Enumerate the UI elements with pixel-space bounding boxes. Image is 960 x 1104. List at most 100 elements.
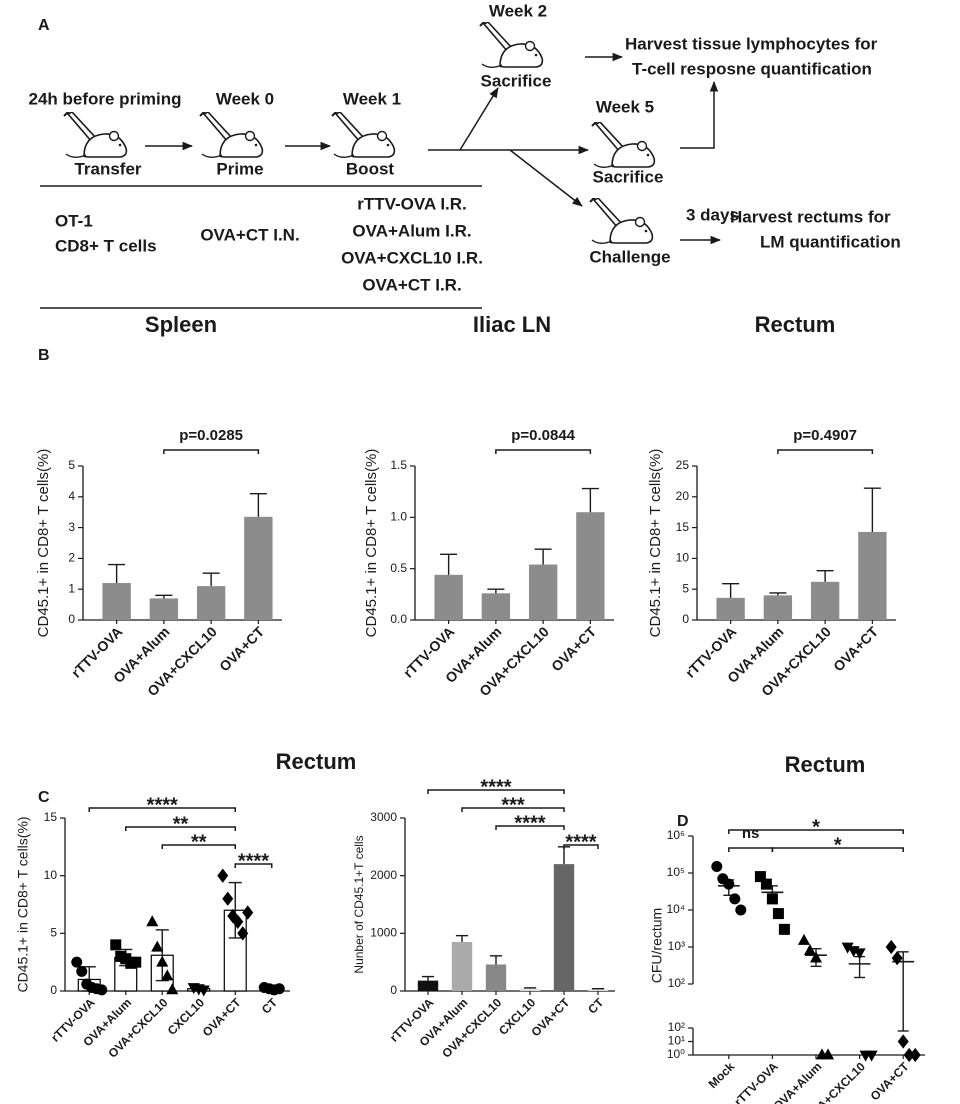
x-tick-label: CT xyxy=(259,995,281,1017)
data-point xyxy=(232,914,244,929)
significance-bracket xyxy=(495,825,565,830)
schematic: 24h before priming Transfer Week 0 Prime… xyxy=(28,1,901,309)
y-axis-label: CD45.1+ in CD8+ T cells(%) xyxy=(363,449,380,638)
significance-label: ** xyxy=(191,831,207,853)
data-point xyxy=(909,1047,921,1063)
significance-bracket xyxy=(495,449,592,454)
y-tick-label: 20 xyxy=(676,489,690,503)
data-point xyxy=(76,965,88,977)
data-point xyxy=(197,985,210,997)
significance-label: **** xyxy=(514,812,545,834)
y-tick-label: 10³ xyxy=(668,939,685,953)
chart-title: Iliac LN xyxy=(473,312,551,337)
y-tick-label: 5 xyxy=(682,581,689,595)
data-point xyxy=(797,933,811,945)
y-tick-label: 10 xyxy=(44,868,58,882)
significance-label: **** xyxy=(480,776,511,798)
y-axis-label: CD45.1+ in CD8+ T cells(%) xyxy=(35,449,52,638)
time-label: 24h before priming xyxy=(28,89,181,108)
treatment-text: CD8+ T cells xyxy=(55,236,157,255)
y-tick-label: 1000 xyxy=(370,926,397,940)
data-point xyxy=(273,983,285,995)
y-tick-label: 3 xyxy=(68,520,75,534)
y-tick-label: 0 xyxy=(390,983,397,997)
data-point xyxy=(71,956,83,968)
significance-bracket xyxy=(163,449,260,454)
data-point xyxy=(723,878,735,890)
treatment-text: OVA+CXCL10 I.R. xyxy=(341,248,483,267)
data-point xyxy=(237,926,249,941)
data-point xyxy=(130,956,142,968)
time-label: 3 days xyxy=(686,205,739,224)
x-tick-label: OVA+CT xyxy=(548,623,599,674)
data-point xyxy=(885,939,897,955)
mouse-icon xyxy=(63,112,128,159)
significance-label: **** xyxy=(565,831,596,853)
data-point xyxy=(772,908,784,920)
mouse-icon xyxy=(199,112,264,159)
treatment-text: OVA+Alum I.R. xyxy=(352,221,471,240)
data-point xyxy=(222,891,234,906)
y-tick-label: 4 xyxy=(68,489,75,503)
data-point xyxy=(711,860,723,872)
y-tick-label: 0.5 xyxy=(390,561,407,575)
data-point xyxy=(146,915,159,927)
significance-label: ** xyxy=(173,813,189,835)
time-label: Week 2 xyxy=(489,1,547,20)
bar xyxy=(587,989,609,991)
event-label: Sacrifice xyxy=(593,167,664,186)
bar xyxy=(485,964,507,991)
significance-bracket xyxy=(728,829,904,834)
x-tick-label: CT xyxy=(585,995,607,1017)
data-point xyxy=(217,868,229,883)
event-label: Prime xyxy=(216,159,263,178)
y-tick-label: 15 xyxy=(676,520,690,534)
bar xyxy=(451,941,473,991)
data-point xyxy=(242,905,254,920)
arrow xyxy=(509,149,583,207)
significance-bracket xyxy=(161,844,236,849)
significance-bracket xyxy=(461,807,565,812)
y-tick-label: 10² xyxy=(668,1020,685,1034)
y-tick-label: 5 xyxy=(50,926,57,940)
chart-title: Rectum xyxy=(276,749,357,774)
y-tick-label: 25 xyxy=(676,458,690,472)
data-point xyxy=(754,871,766,883)
chart-title: Rectum xyxy=(755,312,836,337)
significance-bracket xyxy=(88,807,236,812)
y-tick-label: 10⁴ xyxy=(666,902,685,916)
y-tick-label: 3000 xyxy=(370,810,397,824)
arrow xyxy=(680,80,719,149)
significance-label: **** xyxy=(147,794,178,816)
arrow xyxy=(459,87,499,151)
bar xyxy=(528,564,558,620)
y-tick-label: 5 xyxy=(68,458,75,472)
significance-bracket xyxy=(563,844,599,849)
y-tick-label: 0.0 xyxy=(390,612,407,626)
data-point xyxy=(760,878,772,890)
bar xyxy=(553,864,575,991)
outcome-text: T-cell resposne quantification xyxy=(632,59,872,78)
significance-label: ns xyxy=(742,825,760,842)
mouse-icon xyxy=(589,198,654,245)
y-axis-label: Nunber of CD45.1+T cells xyxy=(352,835,366,973)
outcome-text: LM quantification xyxy=(760,232,901,251)
data-point xyxy=(166,983,179,995)
panel-label: C xyxy=(38,789,50,806)
bar xyxy=(810,581,840,620)
data-point xyxy=(156,955,169,967)
data-point xyxy=(110,939,122,951)
y-tick-label: 10⁰ xyxy=(667,1047,685,1061)
data-point xyxy=(151,940,164,952)
data-point xyxy=(841,942,854,954)
data-point xyxy=(735,904,747,916)
bar xyxy=(858,531,887,620)
panel-label: B xyxy=(38,347,50,364)
treatment-text: rTTV-OVA I.R. xyxy=(357,194,467,213)
significance-bracket xyxy=(777,449,874,454)
data-point xyxy=(853,948,866,960)
y-tick-label: 2000 xyxy=(370,868,397,882)
x-tick-label: OVA+CT xyxy=(216,623,267,674)
significance-bracket xyxy=(427,789,565,794)
